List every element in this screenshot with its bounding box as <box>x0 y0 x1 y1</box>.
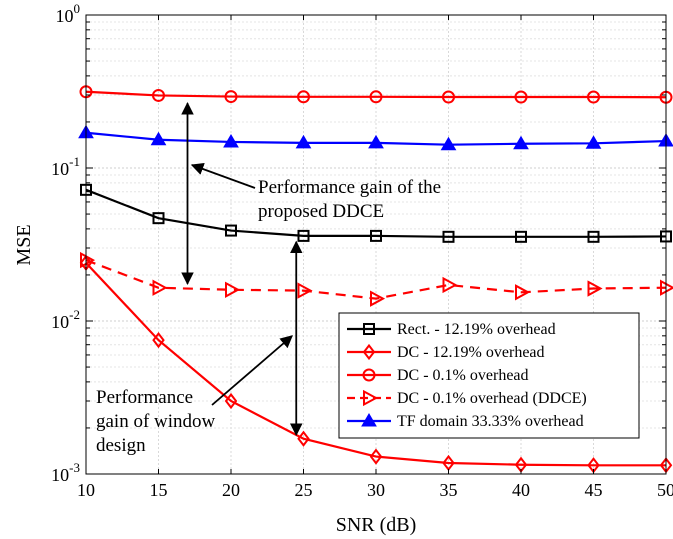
data-point <box>224 392 238 410</box>
data-point <box>587 230 600 243</box>
data-point <box>223 133 239 148</box>
data-point <box>513 135 529 150</box>
x-tick-label: 10 <box>77 480 95 500</box>
data-point <box>515 230 527 243</box>
x-tick-label: 40 <box>512 480 530 500</box>
legend-entry: DC - 12.19% overhead <box>347 343 545 361</box>
legend: Rect. - 12.19% overhead DC - 12.19% overh… <box>338 312 640 439</box>
annotation-window-gain: Performance gain of window design <box>96 387 220 456</box>
data-point <box>152 88 165 102</box>
x-tick-label: 25 <box>295 480 313 500</box>
x-tick-label: 30 <box>367 480 385 500</box>
y-tick-base: 10 <box>51 159 69 179</box>
data-point <box>370 290 386 307</box>
data-point <box>587 280 603 297</box>
y-axis-label: MSE <box>13 224 35 265</box>
data-point <box>585 135 602 149</box>
data-point <box>225 224 237 237</box>
data-point <box>368 134 384 149</box>
ddce-pointer-arrow <box>190 162 256 189</box>
legend-label: DC - 0.1% overhead (DDCE) <box>397 390 587 407</box>
annotation-window-line-1: Performance <box>96 387 193 408</box>
series-line <box>85 262 666 467</box>
y-tick-exponent: -2 <box>69 307 80 322</box>
data-point <box>295 134 312 149</box>
data-point <box>440 136 457 151</box>
annotation-window-line-2: gain of window <box>96 411 216 432</box>
x-axis-label: SNR (dB) <box>336 514 417 536</box>
data-point <box>587 90 600 104</box>
data-point <box>515 284 531 301</box>
legend-swatch-marker <box>363 323 375 335</box>
x-tick-label: 45 <box>585 480 603 500</box>
y-tick-base: 10 <box>56 6 74 26</box>
y-tick-exponent: -1 <box>69 154 80 169</box>
legend-label: Rect. - 12.19% overhead <box>397 321 556 338</box>
y-tick-base: 10 <box>51 465 69 485</box>
legend-entry: DC - 0.1% overhead (DDCE) <box>347 389 587 407</box>
y-tick-exponent: 0 <box>74 1 81 16</box>
annotation-ddce-gain: Performance gain of the proposed DDCE <box>258 177 446 222</box>
y-tick-label: 10-3 <box>51 460 80 485</box>
y-tick-base: 10 <box>51 312 69 332</box>
annotation-ddce-line-1: Performance gain of the <box>258 177 441 198</box>
series-line <box>85 90 667 99</box>
data-point <box>369 90 383 104</box>
legend-entry: Rect. - 12.19% overhead <box>347 321 556 338</box>
y-tick-label: 10-1 <box>51 154 80 179</box>
data-point <box>80 251 96 269</box>
data-point <box>442 276 458 294</box>
legend-entry: DC - 0.1% overhead <box>347 367 529 384</box>
y-tick-label: 10-2 <box>51 307 80 332</box>
data-point <box>150 131 167 146</box>
annotation-arrows <box>181 101 303 437</box>
annotation-window-line-3: design <box>96 435 146 456</box>
legend-label: DC - 0.1% overhead <box>397 367 529 384</box>
legend-swatch-marker <box>361 413 377 427</box>
annotation-ddce-line-2: proposed DDCE <box>258 201 384 222</box>
x-tick-label: 20 <box>222 480 240 500</box>
series-line <box>85 259 667 300</box>
data-point <box>442 230 455 243</box>
x-tick-label: 50 <box>657 480 673 500</box>
data-point <box>224 90 238 104</box>
data-point <box>297 90 310 104</box>
series-3 <box>80 251 673 307</box>
data-point <box>225 281 241 298</box>
x-tick-label: 15 <box>150 480 168 500</box>
data-point <box>152 331 165 349</box>
legend-swatch-marker <box>362 368 376 382</box>
data-point <box>660 279 673 296</box>
data-point <box>514 90 528 104</box>
data-point <box>370 229 382 242</box>
legend-label: TF domain 33.33% overhead <box>397 413 584 430</box>
data-point <box>442 90 455 104</box>
y-tick-exponent: -3 <box>69 460 80 475</box>
data-point <box>297 430 310 447</box>
y-tick-label: 100 <box>56 1 81 26</box>
legend-entry: TF domain 33.33% overhead <box>347 413 584 430</box>
legend-swatch-marker <box>363 389 379 407</box>
data-point <box>297 229 310 242</box>
x-tick-label: 35 <box>440 480 458 500</box>
legend-swatch-marker <box>362 343 376 361</box>
legend-label: DC - 12.19% overhead <box>397 344 545 361</box>
data-point <box>369 448 383 465</box>
window-pointer-arrow <box>211 335 293 406</box>
data-point <box>152 279 168 296</box>
data-point <box>152 212 165 225</box>
